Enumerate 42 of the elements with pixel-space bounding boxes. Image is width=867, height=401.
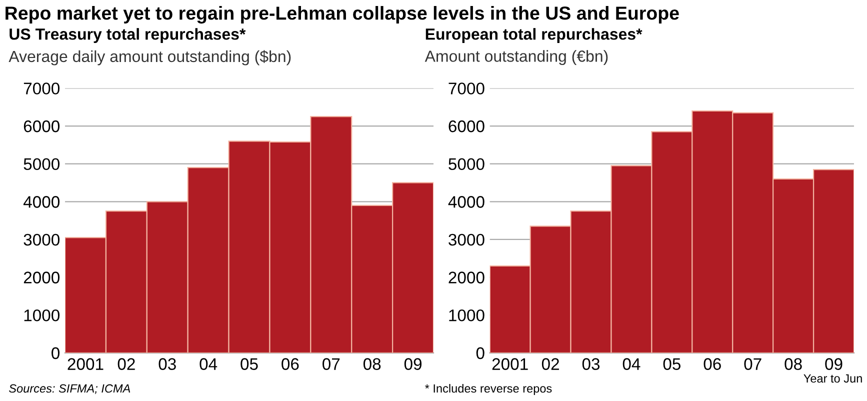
x-tick-label: 05	[663, 358, 680, 370]
x-tick-label: 07	[322, 358, 340, 370]
y-tick-label: 1000	[449, 309, 484, 322]
y-tick-label: 2000	[448, 272, 484, 284]
x-tick-label: 08	[784, 358, 802, 370]
source-note: Sources: SIFMA; ICMA	[9, 384, 130, 394]
x-tick-label: 09	[404, 358, 422, 370]
x-tick-label: 05	[240, 358, 258, 370]
y-tick-label: 5000	[24, 158, 60, 170]
y-tick-label: 3000	[24, 234, 60, 246]
chart-subtitle: European total repurchases*	[426, 28, 642, 43]
x-tick-label: 03	[582, 358, 600, 370]
x-tick-label: 04	[200, 358, 218, 370]
x-tick-label: 08	[363, 358, 381, 370]
y-tick-label: 0	[52, 347, 60, 360]
text: Year to Jun	[804, 374, 862, 383]
y-tick-label: 6000	[448, 120, 484, 132]
y-tick-label: 1000	[24, 309, 60, 322]
y-tick-label: 7000	[448, 82, 484, 94]
text: * Includes reverse repos	[425, 384, 552, 395]
x-tick-label: 06	[282, 358, 299, 370]
x-tick-label: 07	[744, 358, 762, 370]
y-tick-label: 3000	[448, 234, 484, 246]
y-tick-label: 4000	[448, 196, 484, 208]
x-tick-label: 02	[542, 358, 559, 370]
y-tick-label: 0	[476, 347, 484, 360]
x-tick-label: 2001	[492, 358, 528, 370]
x-tick-label: 09	[825, 358, 842, 370]
y-tick-label: 2000	[24, 272, 60, 284]
y-tick-label: 5000	[448, 158, 484, 170]
x-tick-label: 06	[704, 358, 721, 370]
y-axis-title: Amount outstanding (€bn)	[424, 50, 608, 66]
chart-subtitle: US Treasury total repurchases*	[10, 28, 246, 43]
y-tick-label: 7000	[24, 82, 60, 94]
chart-title: Repo market yet to regain pre-Lehman collapse levels in the US and Europe	[6, 6, 679, 24]
x-tick-label: 2001	[68, 358, 104, 370]
x-tick-label: 04	[622, 358, 640, 370]
x-tick-label: 02	[118, 358, 135, 370]
y-tick-label: 6000	[24, 120, 60, 132]
x-tick-label: 03	[158, 358, 176, 370]
y-tick-label: 4000	[23, 196, 60, 208]
y-axis-title: Average daily amount outstanding ($bn)	[8, 50, 291, 66]
